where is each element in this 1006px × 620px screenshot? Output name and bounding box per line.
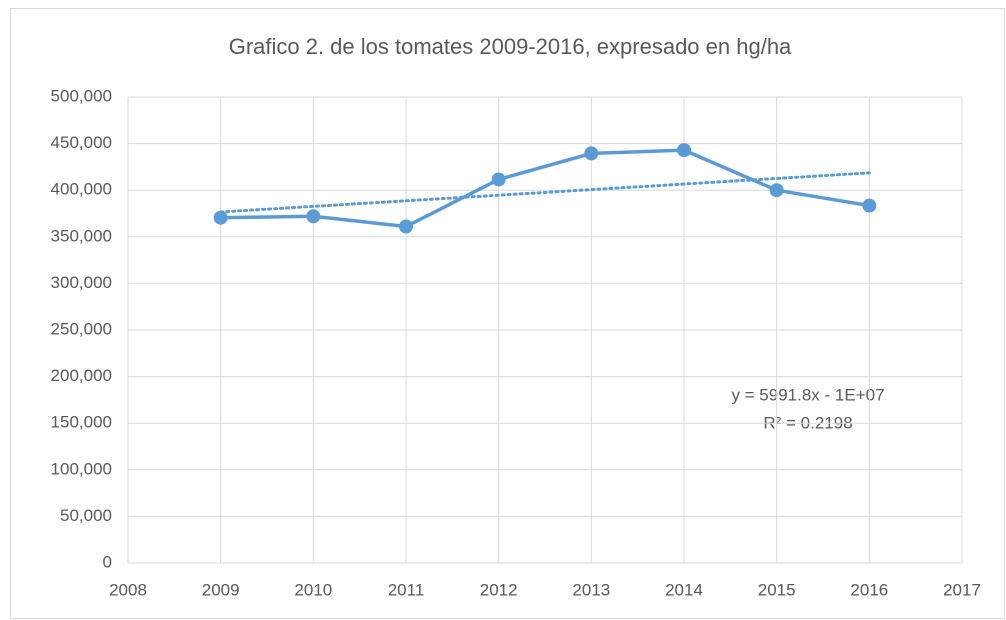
chart-border <box>10 8 1005 619</box>
data-point <box>769 183 784 198</box>
y-tick-label: 250,000 <box>51 319 112 338</box>
x-tick-label: 2014 <box>665 580 703 599</box>
y-tick-label: 200,000 <box>51 366 112 385</box>
x-tick-label: 2013 <box>572 580 610 599</box>
x-tick-label: 2012 <box>480 580 518 599</box>
x-tick-label: 2017 <box>943 580 981 599</box>
x-tick-label: 2015 <box>758 580 796 599</box>
y-tick-label: 400,000 <box>51 180 112 199</box>
data-point <box>399 219 413 234</box>
x-tick-label: 2010 <box>294 580 332 599</box>
chart-title: Grafico 2. de los tomates 2009-2016, exp… <box>229 34 792 59</box>
y-tick-label: 500,000 <box>51 86 112 105</box>
data-point <box>584 146 599 161</box>
y-tick-label: 100,000 <box>51 459 112 478</box>
trendline <box>219 171 871 214</box>
x-tick-label: 2011 <box>388 580 425 599</box>
data-point <box>306 209 321 224</box>
data-point <box>213 210 228 225</box>
y-tick-label: 350,000 <box>51 226 112 245</box>
series-line <box>220 148 870 229</box>
data-point <box>677 143 691 158</box>
x-tick-label: 2009 <box>202 580 240 599</box>
y-tick-label: 450,000 <box>51 133 112 152</box>
y-tick-label: 150,000 <box>51 413 112 432</box>
x-tick-label: 2008 <box>109 580 147 599</box>
y-tick-label: 300,000 <box>51 273 112 292</box>
data-point <box>491 172 506 187</box>
trend-equation: y = 5991.8x - 1E+07 <box>731 385 884 404</box>
data-point <box>862 198 877 213</box>
y-tick-label: 50,000 <box>60 506 112 525</box>
x-tick-label: 2016 <box>850 580 888 599</box>
y-tick-label: 0 <box>103 552 112 571</box>
